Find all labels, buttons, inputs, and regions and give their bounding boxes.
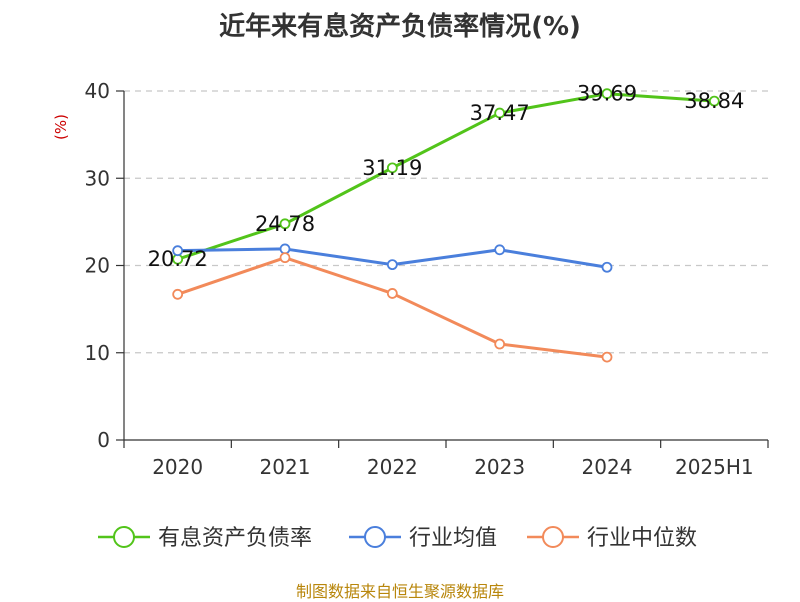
data-label: 24.78	[255, 212, 315, 236]
data-point	[172, 245, 184, 257]
series-line	[177, 92, 715, 261]
y-tick-label: 30	[85, 166, 110, 190]
legend-marker	[364, 526, 386, 548]
data-label: 39.69	[577, 82, 637, 106]
data-label: 37.47	[470, 101, 530, 125]
x-tick-label: 2022	[367, 455, 418, 479]
x-tick-label: 2024	[582, 455, 633, 479]
data-label: 31.19	[362, 156, 422, 180]
legend-label: 行业均值	[409, 526, 497, 551]
legend-marker	[113, 526, 135, 548]
data-label: 20.72	[148, 247, 208, 271]
y-tick-label: 0	[97, 428, 110, 452]
data-point	[494, 244, 506, 256]
data-point	[386, 259, 398, 271]
y-axis-label: (%)	[52, 114, 70, 140]
source-note: 制图数据来自恒生聚源数据库	[295, 582, 504, 601]
data-label: 38.84	[684, 89, 744, 113]
data-point	[601, 351, 613, 363]
data-point	[494, 107, 506, 119]
series-lines	[172, 88, 720, 363]
y-tick-label: 40	[85, 79, 110, 103]
x-tick-label: 2023	[474, 455, 525, 479]
chart-title: 近年来有息资产负债率情况(%)	[219, 12, 581, 42]
legend-marker	[542, 526, 564, 548]
legend-label: 行业中位数	[587, 526, 697, 551]
data-point	[601, 261, 613, 273]
data-point	[279, 218, 291, 230]
data-point	[386, 288, 398, 299]
x-tick-label: 2025H1	[675, 455, 754, 479]
x-tick-label: 2020	[152, 455, 203, 479]
data-point	[279, 243, 291, 255]
data-point	[386, 162, 398, 174]
axes: 0 10 20 30 40 2020 2021 2022 2023 2024 2025H1 (%)	[52, 79, 769, 479]
grid-lines	[124, 90, 768, 354]
y-tick-label: 10	[85, 341, 110, 365]
x-tick-label: 2021	[260, 455, 311, 479]
y-tick-label: 20	[85, 254, 110, 278]
legend: 有息资产负债率 行业均值 行业中位数	[98, 526, 697, 551]
data-point	[494, 338, 506, 350]
legend-label: 有息资产负债率	[158, 526, 312, 551]
data-point	[601, 88, 613, 100]
data-point	[279, 252, 291, 264]
series-line	[177, 256, 608, 359]
data-point	[172, 288, 184, 300]
data-point	[708, 95, 720, 107]
data-labels: 20.72 24.78 31.19 37.47 39.69 38.84	[148, 82, 745, 272]
